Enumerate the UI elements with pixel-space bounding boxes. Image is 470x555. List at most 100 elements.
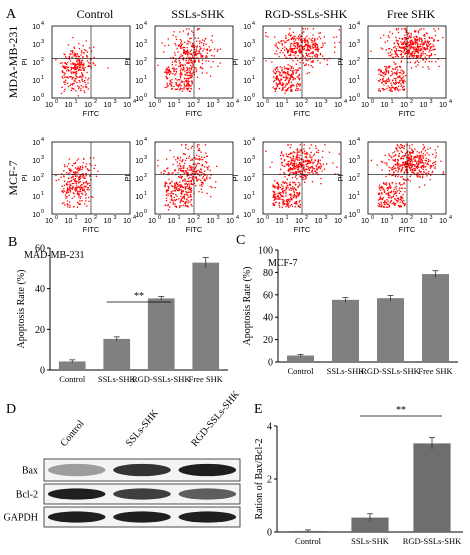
y-axis-label: PI xyxy=(336,58,345,65)
scatter-dot xyxy=(178,84,180,86)
scatter-dot xyxy=(286,200,288,202)
scatter-dot xyxy=(186,74,189,76)
scatter-dot xyxy=(76,75,78,78)
scatter-dot xyxy=(67,191,69,194)
scatter-dot xyxy=(202,50,204,52)
scatter-dot xyxy=(409,42,412,44)
scatter-dot xyxy=(285,79,287,81)
scatter-dot xyxy=(419,29,421,31)
scatter-dot xyxy=(406,144,409,146)
scatter-dot xyxy=(62,65,64,67)
scatter-dot xyxy=(176,183,179,186)
scatter-dot xyxy=(312,61,314,64)
scatter-dot xyxy=(176,198,178,201)
scatter-dot xyxy=(292,165,294,167)
scatter-dot xyxy=(401,164,403,166)
scatter-dot xyxy=(379,71,382,73)
scatter-dot xyxy=(421,44,423,46)
x-tick-exp: 4 xyxy=(133,99,136,105)
scatter-dot xyxy=(381,82,383,84)
scatter-dot xyxy=(84,66,86,69)
scatter-dot xyxy=(71,50,73,53)
scatter-dots xyxy=(157,28,222,93)
scatter-dot xyxy=(82,64,84,66)
scatter-dot xyxy=(393,188,395,191)
scatter-dot xyxy=(311,171,313,173)
scatter-dot xyxy=(291,167,293,170)
scatter-dot xyxy=(400,205,403,208)
y-tick-exp: 1 xyxy=(144,75,147,81)
scatter-dot xyxy=(297,69,299,72)
scatter-dot xyxy=(64,66,66,68)
scatter-dot xyxy=(168,66,170,68)
scatter-dot xyxy=(401,201,404,203)
protein-band xyxy=(178,488,237,500)
scatter-dot xyxy=(74,171,77,173)
scatter-dot xyxy=(415,55,418,57)
scatter-dot xyxy=(377,69,379,71)
scatter-dot xyxy=(403,145,406,147)
scatter-dot xyxy=(422,153,424,155)
scatter-dot xyxy=(400,196,402,198)
scatter-dot xyxy=(323,168,326,170)
scatter-dot xyxy=(164,86,166,89)
scatter-dot xyxy=(84,177,86,179)
scatter-dot xyxy=(422,66,424,68)
scatter-dot xyxy=(278,186,280,188)
scatter-dot xyxy=(64,165,66,168)
scatter-dot xyxy=(307,28,309,30)
scatter-dot xyxy=(419,43,421,46)
scatter-dot xyxy=(79,69,81,71)
bar xyxy=(192,262,220,370)
scatter-dot xyxy=(315,145,317,147)
scatter-dot xyxy=(381,193,383,195)
scatter-dot xyxy=(179,56,181,59)
scatter-dot xyxy=(282,198,284,201)
scatter-dot xyxy=(81,73,83,75)
scatter-dot xyxy=(382,197,385,199)
y-tick-exp: 4 xyxy=(252,21,255,27)
y-tick-exp: 2 xyxy=(41,57,44,63)
scatter-dot xyxy=(175,206,178,208)
scatter-dot xyxy=(305,44,307,46)
scatter-dot xyxy=(293,40,295,42)
scatter-dot xyxy=(64,180,66,182)
scatter-dot xyxy=(336,166,338,168)
scatter-dot xyxy=(176,68,178,70)
scatter-dot xyxy=(167,205,169,207)
scatter-dot xyxy=(411,51,413,53)
scatter-dot xyxy=(183,167,185,169)
scatter-dot xyxy=(379,198,381,200)
scatter-dot xyxy=(71,78,73,80)
scatter-dot xyxy=(185,28,188,30)
y-tick-base: 10 xyxy=(135,140,143,147)
scatter-dot xyxy=(273,80,275,83)
scatter-dot xyxy=(399,182,401,184)
scatter-dot xyxy=(205,55,207,57)
scatter-dot xyxy=(393,155,395,157)
scatter-dot xyxy=(410,67,413,69)
scatter-dot xyxy=(297,82,299,84)
scatter-dot xyxy=(427,40,429,42)
scatter-dot xyxy=(184,85,186,87)
scatter-dot xyxy=(435,155,437,157)
scatter-dot xyxy=(416,161,418,163)
scatter-dot xyxy=(179,206,181,209)
scatter-dot xyxy=(180,55,182,57)
scatter-dot xyxy=(306,47,309,49)
scatter-dot xyxy=(417,64,419,66)
scatter-dot xyxy=(281,47,284,50)
scatter-dot xyxy=(61,202,64,205)
scatter-dot xyxy=(287,156,289,158)
scatter-dot xyxy=(186,49,189,51)
scatter-dot xyxy=(403,183,405,185)
scatter-dot xyxy=(316,49,318,51)
scatter-dot xyxy=(276,186,278,189)
scatter-dot xyxy=(187,51,189,53)
scatter-dot xyxy=(401,50,403,53)
scatter-dot xyxy=(288,87,290,89)
scatter-dot xyxy=(399,66,402,68)
scatter-dot xyxy=(405,165,407,168)
scatter-dot xyxy=(300,165,303,168)
